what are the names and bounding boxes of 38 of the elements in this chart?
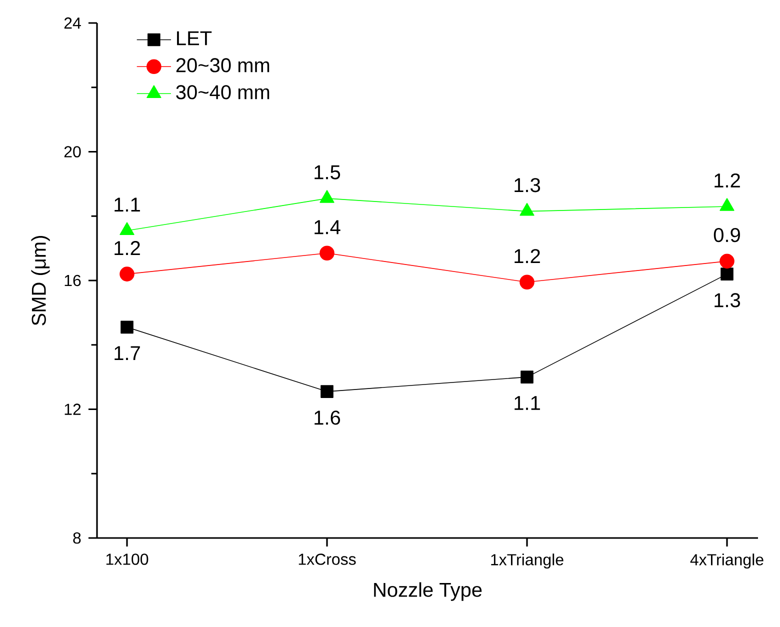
x-axis-title: Nozzle Type (374, 582, 482, 601)
annotation: 1.7 (114, 346, 140, 360)
point (120, 266, 134, 282)
y-axis-title: SMD (μm) (31, 236, 50, 326)
x-tick-label: 1xCross (298, 554, 356, 565)
legend-label: 30~40 mm (176, 85, 270, 100)
point (520, 370, 534, 384)
point (520, 202, 534, 216)
y-tick-label: 16 (64, 274, 81, 286)
point (720, 198, 734, 211)
point (120, 320, 134, 334)
point (320, 246, 334, 261)
x-tick-label: 4xTriangle (690, 554, 764, 569)
y-tick-label: 8 (73, 532, 81, 544)
annotation: 1.6 (314, 410, 340, 425)
annotation: 1.2 (514, 249, 540, 264)
legend-label: LET (177, 31, 212, 46)
annotation: 1.5 (314, 165, 340, 180)
annotation: 1.1 (514, 396, 540, 410)
annotation: 1.3 (714, 293, 740, 308)
annotation: 1.1 (114, 198, 140, 212)
x-tick-label: 1x100 (106, 554, 148, 565)
x-tick-label: 1xTriangle (491, 554, 564, 569)
point (120, 222, 134, 236)
point (720, 254, 734, 269)
point (720, 268, 734, 280)
annotation: 1.4 (314, 220, 340, 234)
y-tick-label: 24 (64, 17, 81, 29)
y-tick-label: 12 (64, 404, 81, 415)
legend-label: 20~30 mm (176, 58, 270, 72)
annotation: 0.9 (714, 228, 740, 242)
point (320, 190, 334, 203)
annotation: 1.2 (114, 241, 140, 255)
annotation: 1.3 (514, 178, 540, 192)
y-tick-label: 20 (64, 146, 81, 158)
annotation: 1.2 (714, 173, 740, 188)
point (320, 385, 334, 398)
point (520, 274, 534, 290)
